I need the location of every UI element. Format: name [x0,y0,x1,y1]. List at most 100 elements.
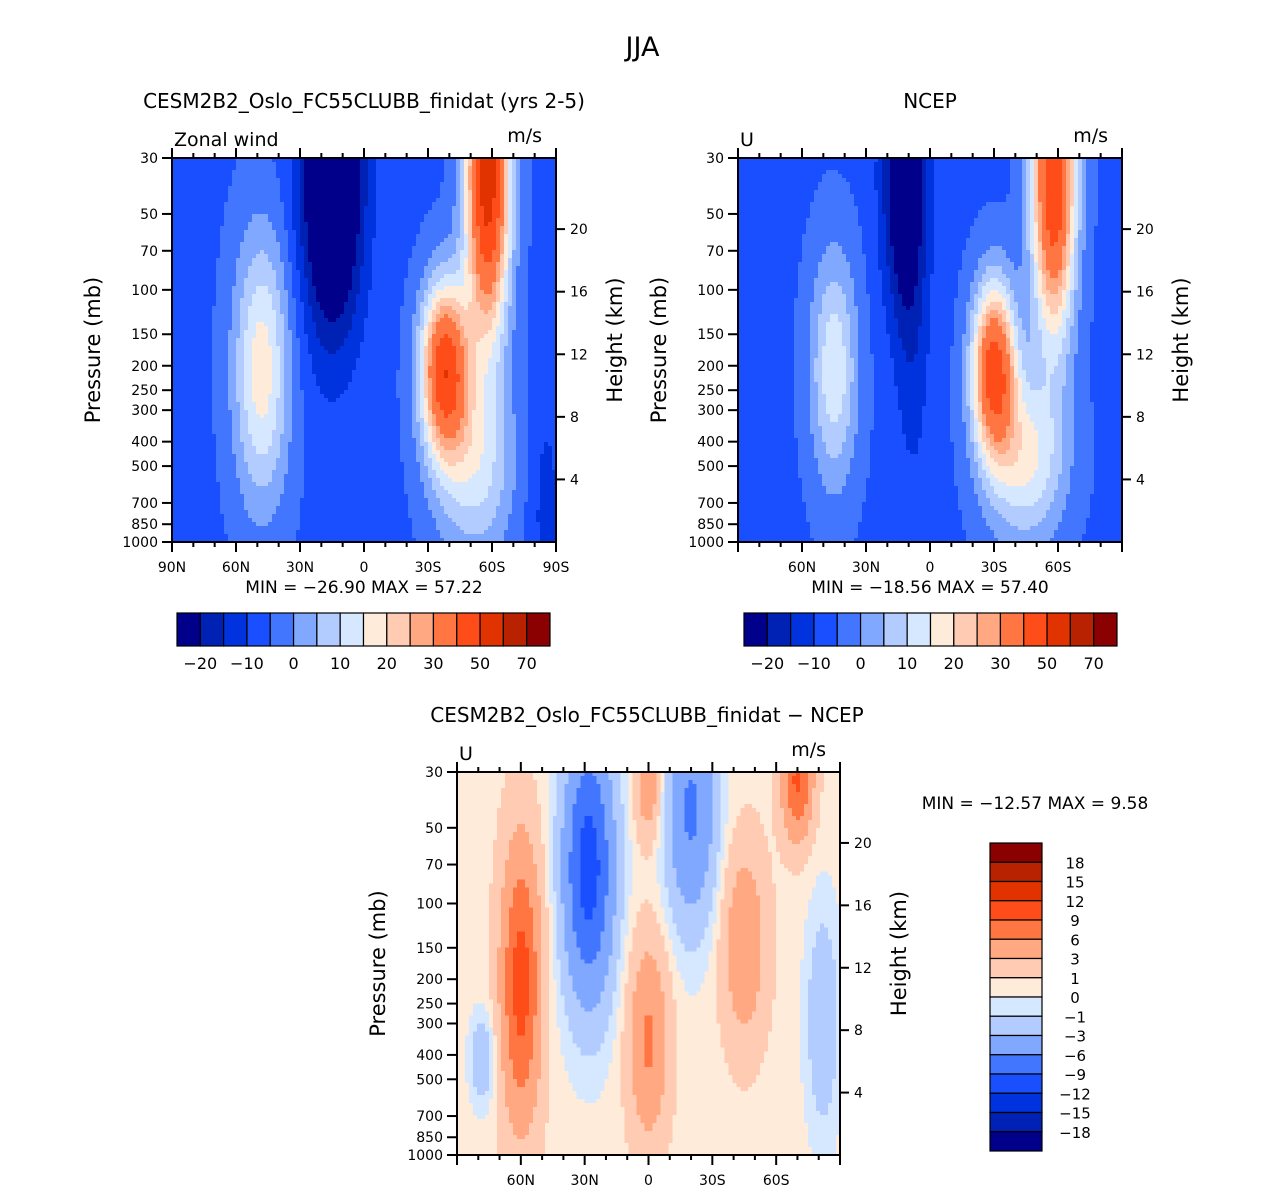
contour-cell [196,294,201,299]
contour-cell [268,266,273,271]
contour-cell [188,246,193,251]
contour-cell [396,210,401,215]
contour-cell [320,262,325,267]
contour-cell [192,234,197,239]
contour-cell [552,298,557,303]
contour-cell [340,186,345,191]
contour-cell [544,258,549,263]
contour-cell [412,306,417,311]
contour-cell [484,178,489,183]
contour-cell [252,170,257,175]
contour-cell [268,250,273,255]
contour-cell [372,362,377,367]
contour-cell [348,310,353,315]
contour-cell [488,334,493,339]
contour-cell [500,174,505,179]
contour-cell [508,174,513,179]
contour-cell [500,306,505,311]
contour-cell [228,330,233,335]
contour-cell [180,362,185,367]
contour-cell [196,342,201,347]
contour-cell [188,206,193,211]
contour-cell [460,162,465,167]
contour-cell [248,358,253,363]
contour-cell [432,294,437,299]
contour-cell [296,238,301,243]
contour-cell [232,242,237,247]
contour-cell [308,294,313,299]
contour-cell [448,282,453,287]
contour-cell [448,210,453,215]
contour-cell [304,350,309,355]
contour-cell [456,314,461,319]
contour-cell [176,222,181,227]
contour-cell [500,338,505,343]
contour-cell [544,282,549,287]
contour-cell [520,302,525,307]
contour-cell [340,158,345,163]
contour-cell [208,306,213,311]
contour-cell [424,174,429,179]
contour-cell [444,222,449,227]
contour-cell [436,346,441,351]
contour-cell [384,222,389,227]
contour-cell [388,214,393,219]
contour-cell [400,242,405,247]
contour-cell [380,338,385,343]
contour-cell [484,226,489,231]
contour-cell [316,310,321,315]
contour-cell [432,174,437,179]
contour-cell [508,358,513,363]
contour-cell [516,302,521,307]
contour-cell [344,330,349,335]
contour-cell [236,282,241,287]
contour-cell [468,278,473,283]
contour-cell [340,362,345,367]
contour-cell [180,222,185,227]
contour-cell [336,286,341,291]
contour-cell [380,274,385,279]
contour-cell [376,218,381,223]
contour-cell [428,322,433,327]
contour-cell [300,218,305,223]
contour-cell [428,246,433,251]
contour-cell [492,242,497,247]
contour-cell [176,338,181,343]
contour-cell [436,230,441,235]
contour-cell [304,290,309,295]
contour-cell [276,322,281,327]
contour-cell [208,230,213,235]
contour-cell [404,190,409,195]
contour-cell [440,314,445,319]
contour-cell [344,338,349,343]
contour-cell [456,206,461,211]
contour-cell [500,266,505,271]
contour-cell [184,362,189,367]
contour-cell [244,234,249,239]
contour-cell [480,246,485,251]
contour-cell [360,298,365,303]
contour-cell [336,226,341,231]
contour-cell [300,210,305,215]
contour-cell [220,318,225,323]
contour-cell [364,274,369,279]
contour-cell [284,338,289,343]
contour-cell [248,166,253,171]
contour-cell [444,302,449,307]
contour-cell [396,162,401,167]
contour-cell [476,346,481,351]
contour-cell [172,302,177,307]
contour-cell [468,266,473,271]
contour-cell [260,282,265,287]
contour-cell [536,282,541,287]
contour-cell [472,222,477,227]
contour-cell [428,358,433,363]
contour-cell [456,242,461,247]
contour-cell [508,270,513,275]
contour-cell [500,198,505,203]
contour-cell [484,170,489,175]
contour-cell [400,206,405,211]
contour-cell [312,346,317,351]
contour-cell [348,278,353,283]
contour-cell [260,238,265,243]
